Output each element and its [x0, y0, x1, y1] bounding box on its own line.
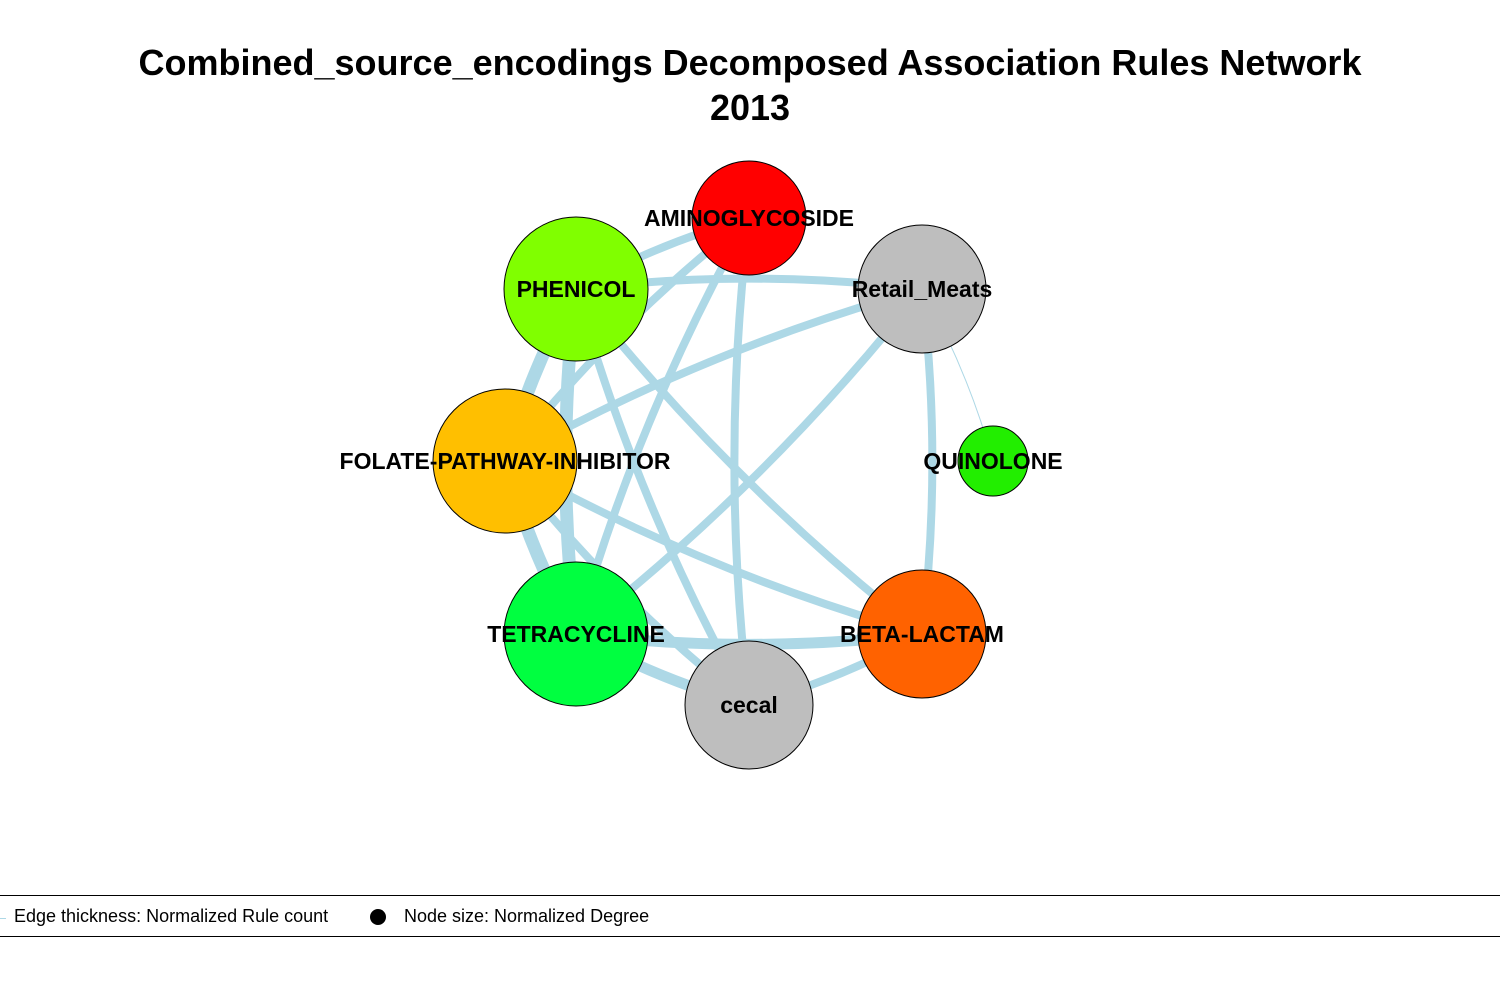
label-layer: AMINOGLYCOSIDE Retail_Meats QUINOLONE BETA-…	[340, 205, 1063, 718]
node-label-quinolone: QUINOLONE	[923, 448, 1062, 474]
legend-node-text: Node size: Normalized Degree	[404, 906, 650, 926]
legend: Edge thickness: Normalized Rule count No…	[0, 895, 1500, 937]
node-label-tetracycline: TETRACYCLINE	[487, 621, 665, 647]
legend-node-dot-icon	[370, 909, 386, 925]
node-tetracycline[interactable]	[503, 561, 649, 707]
node-label-cecal: cecal	[720, 692, 778, 718]
node-folate[interactable]	[432, 388, 578, 534]
legend-edge-text: Edge thickness: Normalized Rule count	[14, 906, 329, 926]
node-cecal[interactable]	[684, 640, 814, 770]
figure-title: Combined_source_encodings Decomposed Ass…	[0, 40, 1500, 130]
node-label-folate: FOLATE-PATHWAY-INHIBITOR	[340, 448, 671, 474]
node-quinolone[interactable]	[957, 425, 1029, 497]
node-aminoglycoside[interactable]	[691, 160, 807, 276]
node-layer	[432, 160, 1029, 770]
node-label-retail_meats: Retail_Meats	[852, 276, 993, 302]
edge-aminoglycoside-cecal	[730, 214, 753, 709]
node-label-phenicol: PHENICOL	[517, 276, 636, 302]
node-phenicol[interactable]	[503, 216, 649, 362]
legend-edge-line-icon	[0, 918, 6, 919]
node-label-aminoglycoside: AMINOGLYCOSIDE	[644, 205, 854, 231]
title-line-1: Combined_source_encodings Decomposed Ass…	[138, 42, 1362, 83]
node-label-beta_lactam: BETA-LACTAM	[840, 621, 1004, 647]
node-beta_lactam[interactable]	[857, 569, 987, 699]
node-retail_meats[interactable]	[857, 224, 987, 354]
title-line-2: 2013	[709, 87, 791, 128]
